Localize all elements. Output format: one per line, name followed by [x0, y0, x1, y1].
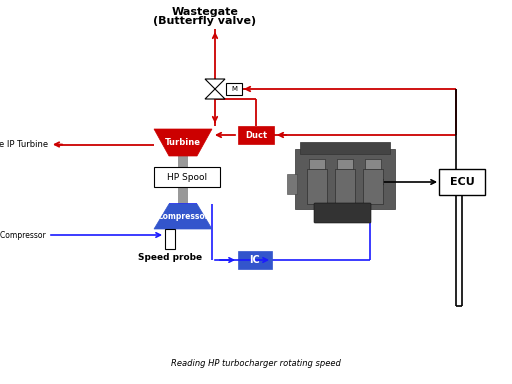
Text: Speed probe: Speed probe	[138, 253, 202, 262]
Text: Compressor: Compressor	[157, 212, 209, 221]
Bar	[295, 149, 395, 209]
Polygon shape	[205, 79, 225, 89]
FancyBboxPatch shape	[165, 229, 175, 249]
Text: From  the IP Compressor: From the IP Compressor	[0, 230, 46, 240]
FancyBboxPatch shape	[154, 167, 220, 187]
Text: IC: IC	[250, 255, 261, 265]
FancyBboxPatch shape	[439, 169, 485, 195]
Bar	[337, 159, 353, 169]
Polygon shape	[205, 89, 225, 99]
FancyBboxPatch shape	[314, 203, 371, 223]
Bar	[335, 169, 355, 204]
FancyBboxPatch shape	[238, 126, 274, 144]
Bar	[287, 174, 297, 194]
Text: ECU: ECU	[450, 177, 475, 187]
Polygon shape	[154, 129, 212, 156]
Text: To the IP Turbine: To the IP Turbine	[0, 140, 48, 149]
Text: Reading HP turbocharger rotating speed: Reading HP turbocharger rotating speed	[171, 359, 341, 369]
Bar	[363, 169, 383, 204]
Bar	[178, 156, 188, 204]
Text: M: M	[231, 86, 237, 92]
Bar	[307, 169, 327, 204]
Text: HP Spool: HP Spool	[167, 172, 207, 182]
Text: Wastegate: Wastegate	[172, 7, 239, 17]
Bar	[300, 142, 390, 154]
Text: (Butterfly valve): (Butterfly valve)	[154, 16, 257, 26]
Bar	[365, 159, 381, 169]
Text: Turbine: Turbine	[165, 138, 201, 147]
FancyBboxPatch shape	[238, 251, 272, 269]
Polygon shape	[154, 204, 212, 229]
Bar	[309, 159, 325, 169]
FancyBboxPatch shape	[226, 83, 242, 95]
Text: Duct: Duct	[245, 131, 267, 139]
